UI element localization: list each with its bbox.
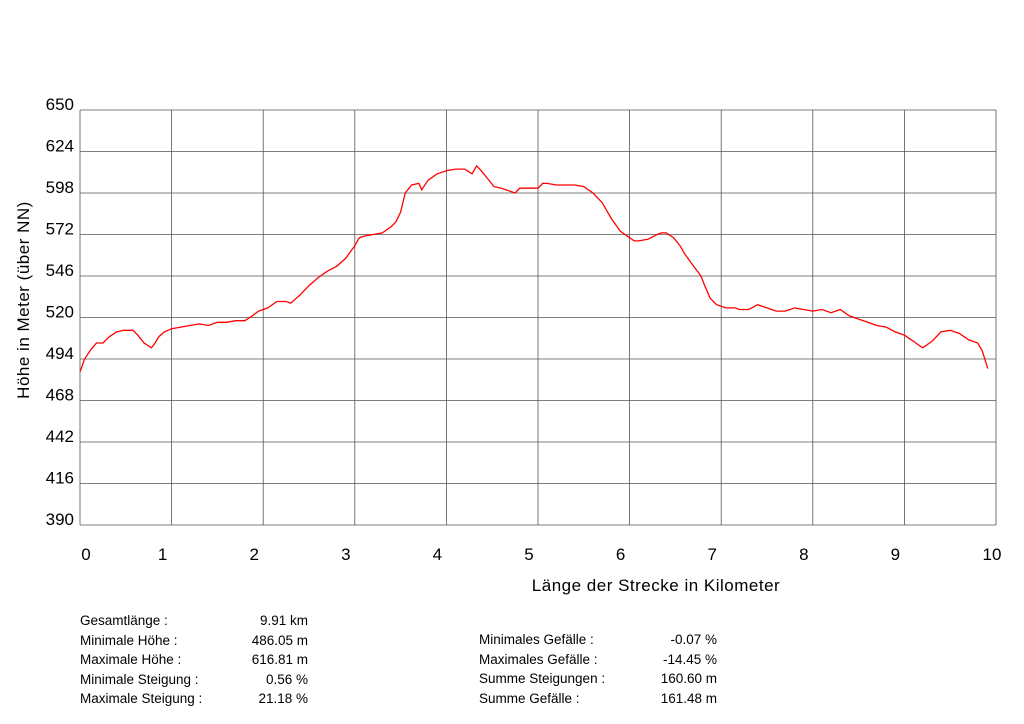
- stat-label: Maximale Steigung :: [80, 691, 203, 706]
- stat-row: Minimale Steigung : 0.56 %: [80, 670, 340, 690]
- stat-row: Summe Gefälle : 161.48 m: [479, 689, 739, 709]
- stat-label: Summe Steigungen :: [479, 671, 606, 686]
- stat-row: Summe Steigungen : 160.60 m: [479, 669, 739, 689]
- stat-label: Summe Gefälle :: [479, 690, 580, 706]
- stat-label: Minimale Höhe :: [80, 632, 178, 648]
- x-tick-label: 2: [249, 545, 258, 564]
- x-tick-label: 6: [616, 545, 625, 564]
- x-tick-label: 4: [433, 545, 442, 564]
- y-tick-label: 624: [46, 137, 74, 156]
- x-tick-label: 8: [799, 545, 808, 564]
- stat-value: 9.91 km: [259, 613, 308, 628]
- y-axis-title: Höhe in Meter (über NN): [14, 201, 33, 399]
- stat-label: Maximale Höhe :: [80, 652, 182, 667]
- stat-row: Maximale Höhe : 616.81 m: [80, 650, 340, 670]
- chart-grid: [79, 109, 997, 526]
- stat-row: Maximale Steigung : 21.18 %: [80, 689, 340, 709]
- y-tick-label: 572: [46, 220, 74, 239]
- stat-row: Gesamtlänge : 9.91 km: [80, 611, 340, 631]
- stat-value: 486.05 m: [251, 632, 308, 648]
- stat-label: Maximales Gefälle :: [479, 651, 598, 667]
- stat-label: Minimales Gefälle :: [479, 632, 594, 647]
- stat-label: Minimale Steigung :: [80, 671, 199, 687]
- stat-value: -0.07 %: [670, 632, 717, 647]
- x-tick-label: 9: [891, 545, 900, 564]
- x-tick-label: 3: [341, 545, 350, 564]
- stat-value: 0.56 %: [265, 671, 308, 687]
- stat-row: Maximales Gefälle : -14.45 %: [479, 650, 739, 670]
- y-tick-label: 598: [46, 178, 74, 197]
- y-tick-label: 442: [46, 427, 74, 446]
- y-axis-ticks: 650 624 598 572 546 520 494 468 442 416 390: [46, 95, 74, 529]
- stat-value: 161.48 m: [660, 690, 717, 706]
- y-tick-label: 416: [46, 469, 74, 488]
- stats-left-panel: Gesamtlänge : 9.91 km Minimale Höhe : 486.0…: [80, 611, 340, 709]
- stat-value: -14.45 %: [662, 651, 717, 667]
- x-tick-label: 10: [983, 545, 1002, 564]
- stat-value: 616.81 m: [251, 652, 308, 667]
- y-tick-label: 546: [46, 261, 74, 280]
- stat-label: Gesamtlänge :: [80, 613, 168, 628]
- stat-value: 160.60 m: [660, 671, 717, 686]
- y-tick-label: 468: [46, 386, 74, 405]
- y-tick-label: 494: [46, 344, 74, 363]
- x-tick-label: 0: [81, 545, 90, 564]
- y-tick-label: 650: [46, 95, 74, 114]
- y-tick-label: 390: [46, 510, 74, 529]
- x-axis-title: Länge der Strecke in Kilometer: [532, 576, 780, 595]
- y-tick-label: 520: [46, 303, 74, 322]
- elevation-profile-line: [79, 164, 989, 373]
- stats-right-panel: Minimales Gefälle : -0.07 % Maximales Gefä…: [479, 630, 739, 708]
- x-tick-label: 1: [158, 545, 167, 564]
- x-tick-label: 5: [524, 545, 533, 564]
- stat-row: Minimale Höhe : 486.05 m: [80, 631, 340, 651]
- x-axis-ticks: 0 1 2 3 4 5 6 7 8 9 10: [81, 545, 1001, 564]
- x-tick-label: 7: [707, 545, 716, 564]
- stat-value: 21.18 %: [258, 691, 308, 706]
- stat-row: Minimales Gefälle : -0.07 %: [479, 630, 739, 650]
